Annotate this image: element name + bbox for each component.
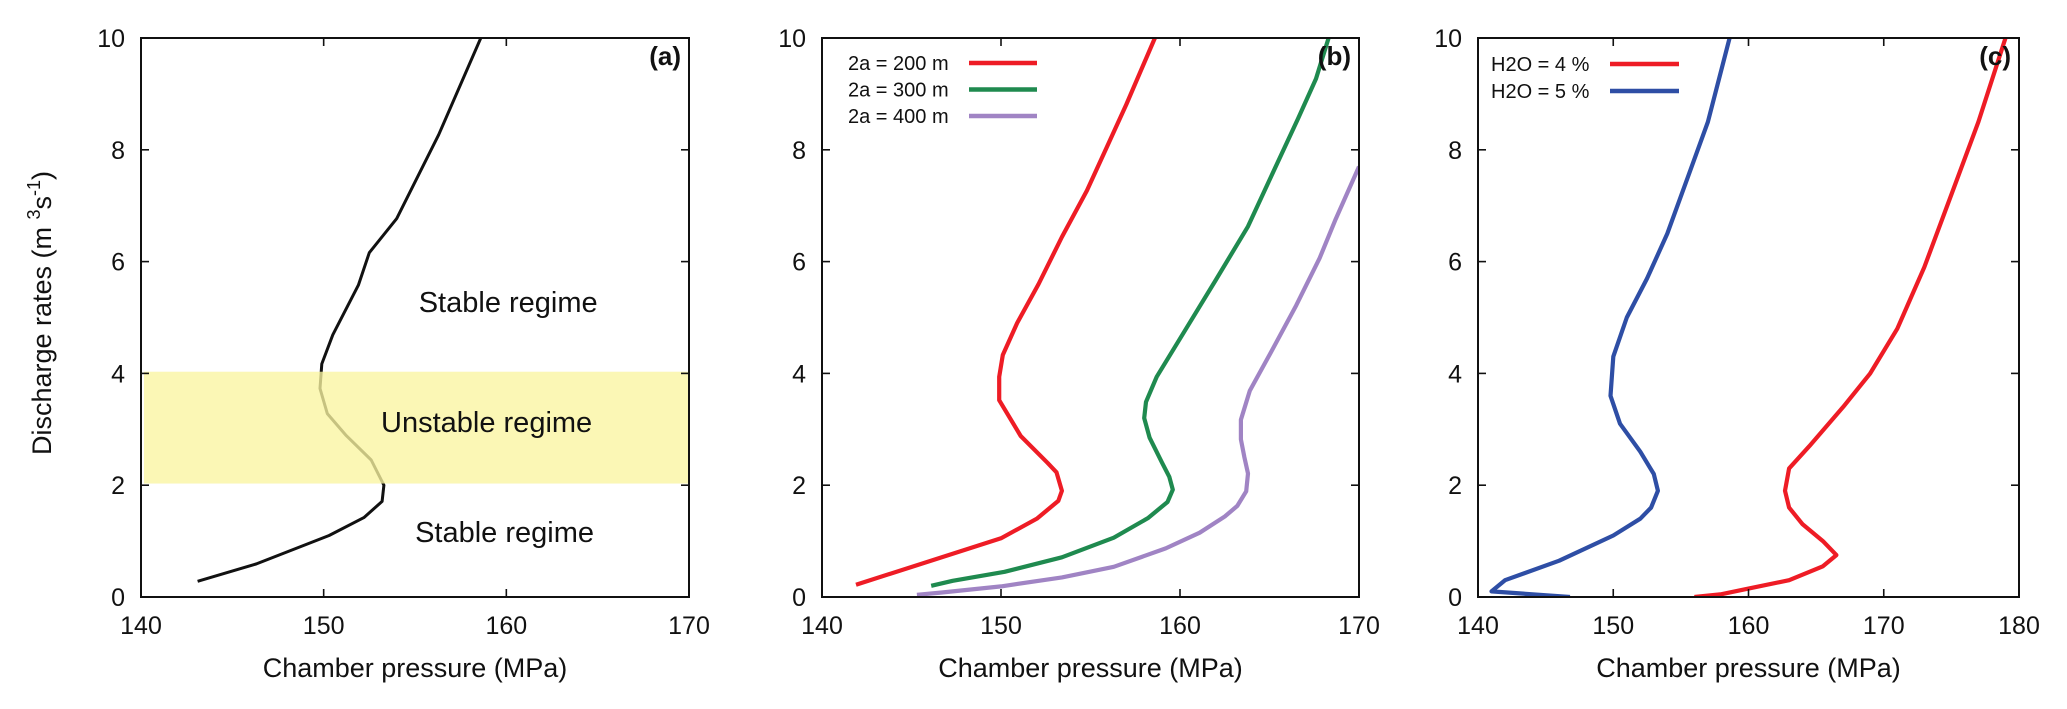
y-tick-label: 4 [792, 360, 806, 388]
y-tick-label: 10 [1434, 25, 1462, 53]
plot-frame [140, 37, 690, 598]
region-annotation: Stable regime [419, 287, 598, 319]
series-line-2a-200-m [855, 38, 1157, 587]
y-tick-label: 4 [111, 360, 125, 388]
plot-frame [1477, 37, 2020, 598]
legend-label: 2a = 200 m [848, 53, 949, 75]
series-line-h2o-4- [1694, 38, 2008, 597]
x-tick-label: 140 [120, 612, 162, 640]
legend-label: 2a = 300 m [848, 80, 949, 102]
panel-label: (b) [1318, 41, 1351, 71]
y-tick-label: 2 [1448, 472, 1462, 500]
panel-c: 140 150 160 170 180 0 2 4 6 8 10 (c) Chamber pressur… [1434, 25, 2040, 683]
y-axis-label-sup: 3 [24, 209, 44, 219]
y-tick-label: 6 [111, 249, 125, 277]
x-axis-label: Chamber pressure (MPa) [263, 653, 568, 683]
legend: H2O = 4 % H2O = 5 % [1491, 54, 1679, 103]
region-annotation: Stable regime [415, 517, 594, 549]
plot-frame [821, 37, 1360, 598]
y-tick-label: 4 [1448, 360, 1462, 388]
x-tick-label: 150 [1592, 612, 1634, 640]
x-tick-label: 140 [1457, 612, 1499, 640]
x-axis-label: Chamber pressure (MPa) [938, 653, 1243, 683]
y-tick-label: 6 [1448, 249, 1462, 277]
x-tick-label: 160 [485, 612, 527, 640]
x-tick-label: 170 [1863, 612, 1905, 640]
x-axis-label: Chamber pressure (MPa) [1596, 653, 1901, 683]
y-tick-label: 10 [97, 25, 125, 53]
x-tick-label: 140 [801, 612, 843, 640]
x-tick-label: 170 [1338, 612, 1380, 640]
y-tick-label: 2 [111, 472, 125, 500]
panel-a: 140 150 160 170 0 2 4 6 8 10 (a) Chamber pressure (… [24, 25, 710, 683]
x-tick-label: 150 [303, 612, 345, 640]
y-axis-label-text: s [27, 196, 57, 210]
series-line-h2o-5- [1489, 38, 1732, 597]
y-tick-label: 10 [778, 25, 806, 53]
y-tick-label: 8 [1448, 137, 1462, 165]
y-tick-label: 6 [792, 249, 806, 277]
y-axis-label-sup: -1 [24, 180, 44, 196]
region-annotation: Unstable regime [381, 407, 592, 439]
panel-b: 140 150 160 170 0 2 4 6 8 10 (b) Chamber pressure (… [778, 25, 1380, 683]
y-tick-label: 0 [111, 584, 125, 612]
series-line-2a-300-m [930, 38, 1331, 588]
y-tick-label: 8 [792, 137, 806, 165]
legend-label: 2a = 400 m [848, 106, 949, 128]
legend: 2a = 200 m 2a = 300 m 2a = 400 m [848, 53, 1037, 128]
unstable-regime-band [144, 371, 689, 484]
y-axis-label-text: Discharge rates (m [27, 219, 57, 455]
panel-label: (a) [649, 41, 681, 71]
x-tick-label: 150 [980, 612, 1022, 640]
y-tick-label: 0 [1448, 584, 1462, 612]
y-tick-label: 0 [792, 584, 806, 612]
y-tick-label: 2 [792, 472, 806, 500]
legend-label: H2O = 5 % [1491, 81, 1590, 103]
x-tick-label: 160 [1159, 612, 1201, 640]
legend-label: H2O = 4 % [1491, 54, 1590, 76]
x-tick-label: 180 [1998, 612, 2040, 640]
y-tick-label: 8 [111, 137, 125, 165]
x-tick-label: 160 [1728, 612, 1770, 640]
series-line-2a-400-m [916, 165, 1359, 597]
x-tick-label: 170 [668, 612, 710, 640]
y-axis-label-text: ) [27, 171, 57, 180]
panel-label: (c) [1979, 41, 2011, 71]
y-axis-label: Discharge rates (m 3s-1) [24, 171, 57, 455]
